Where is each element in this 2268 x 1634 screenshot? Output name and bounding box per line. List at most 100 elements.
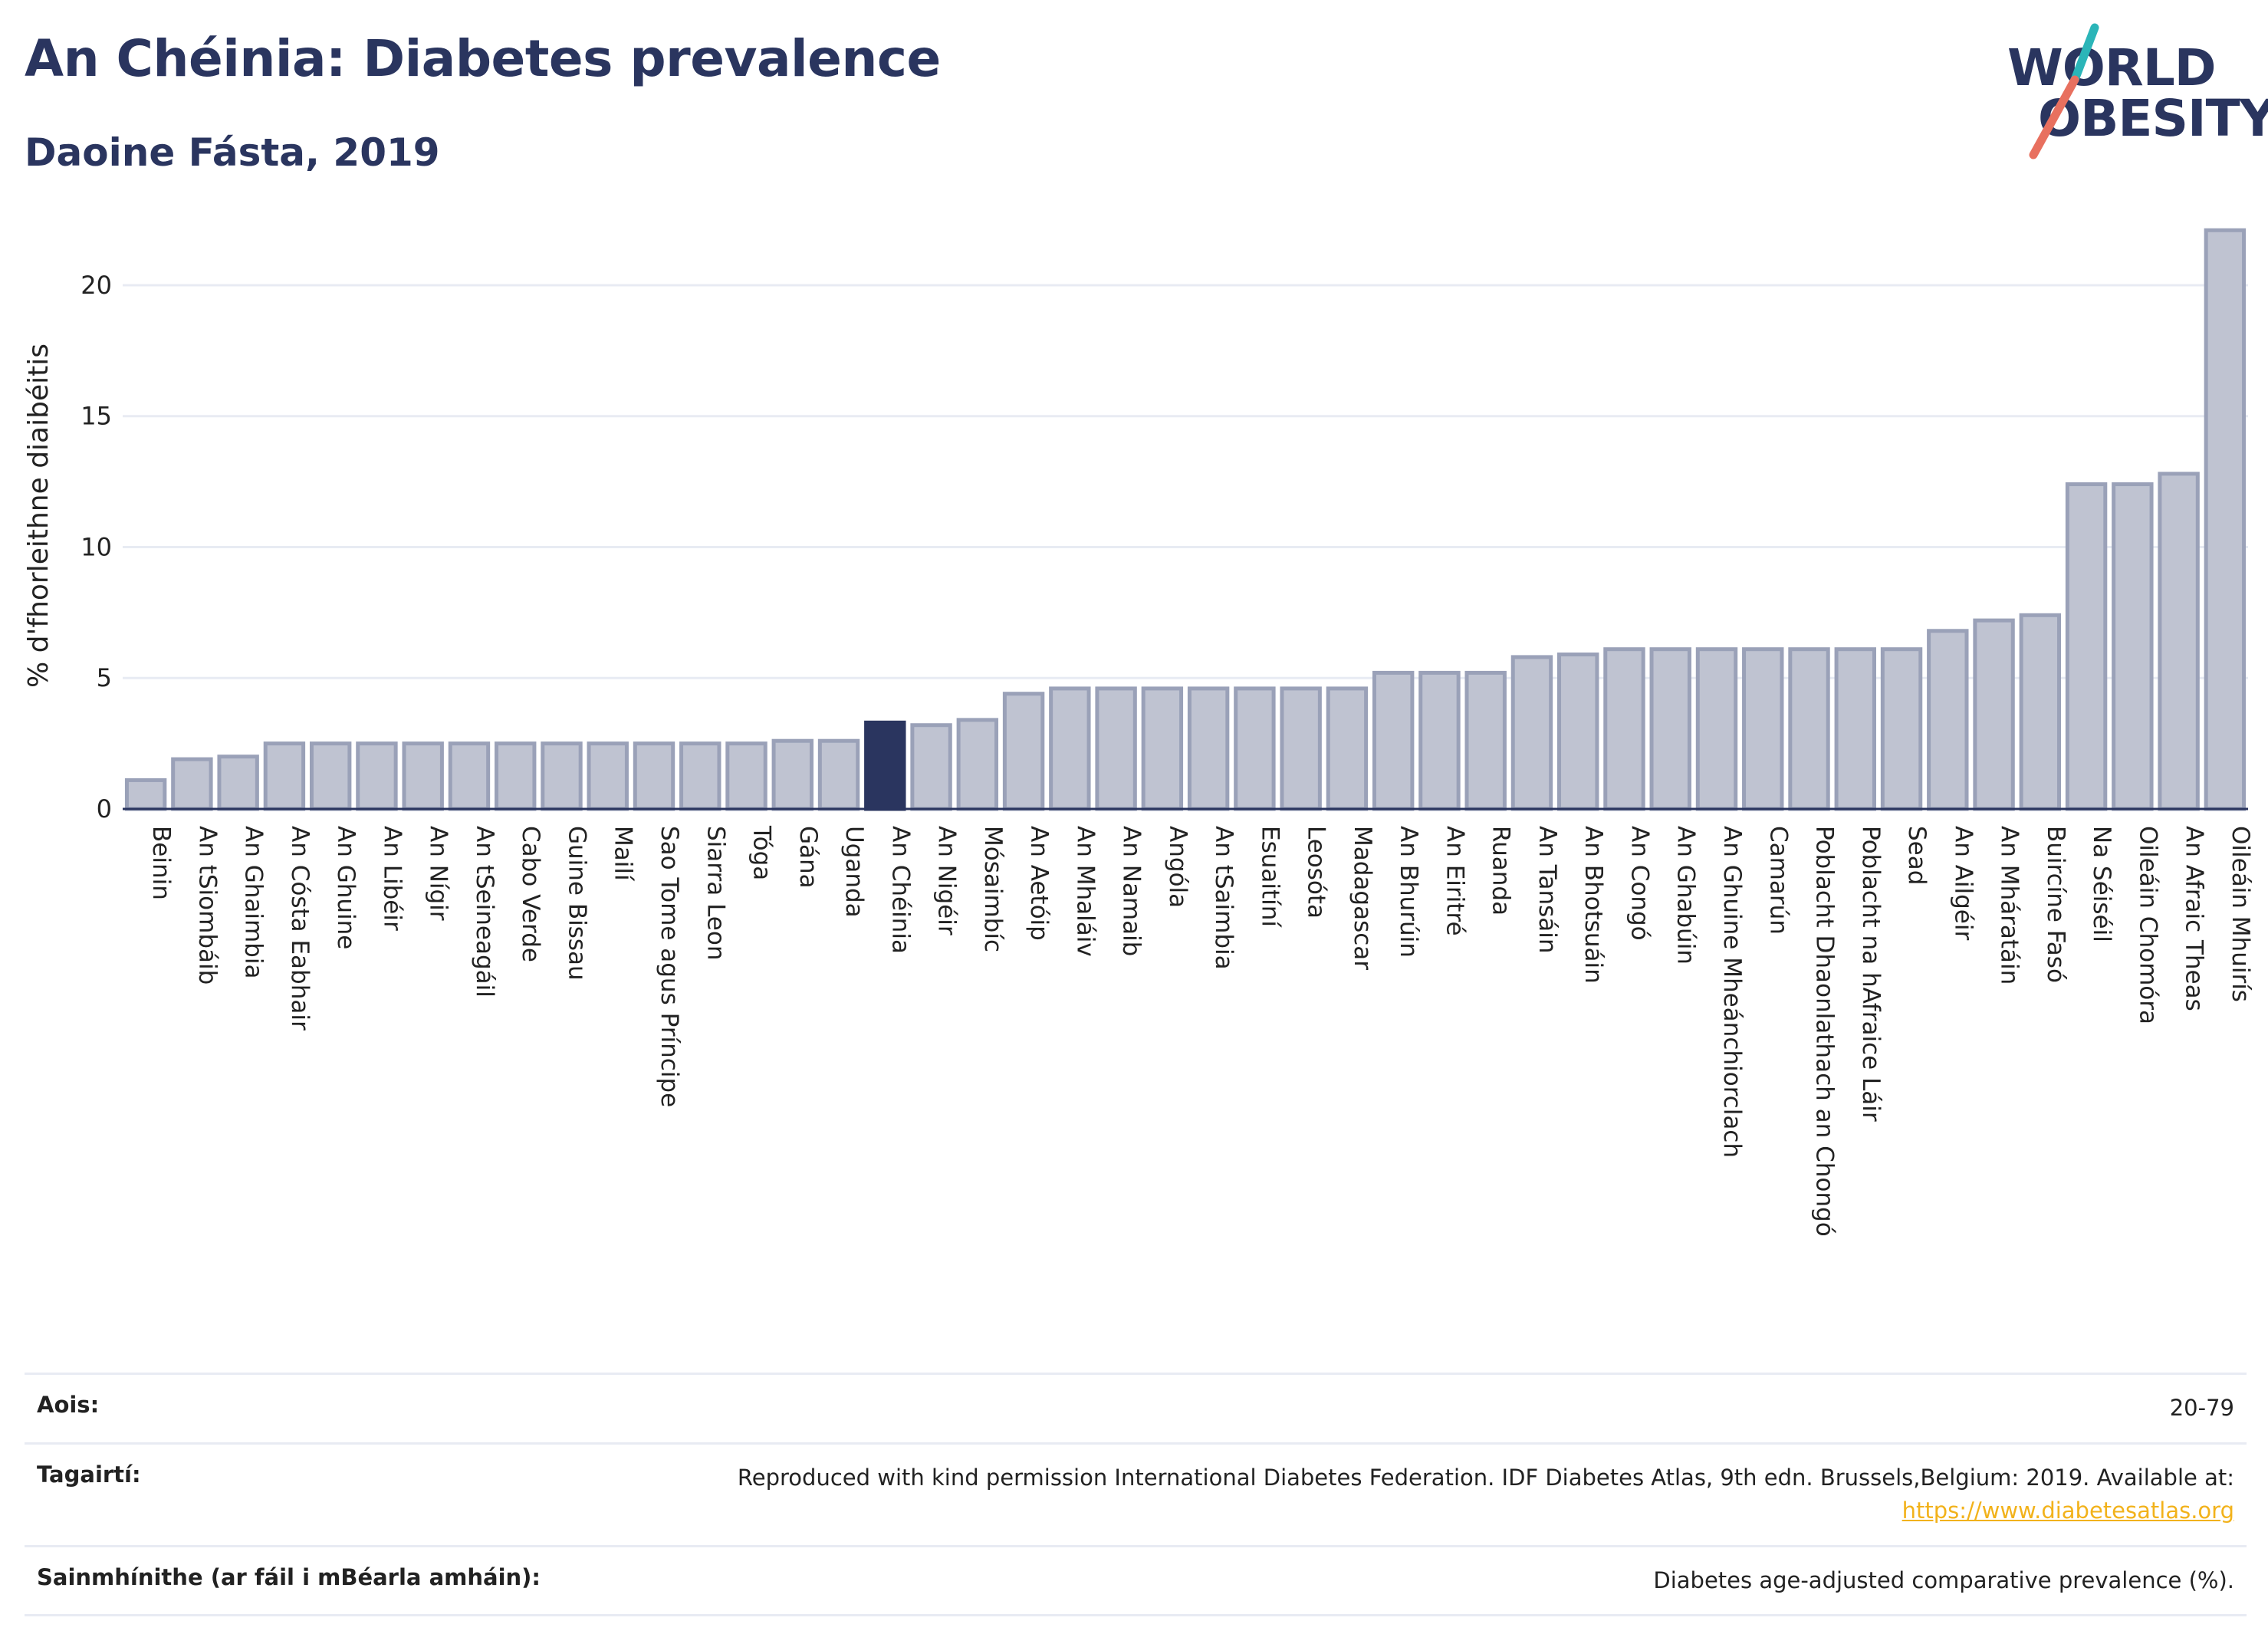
- bar: [1510, 655, 1553, 811]
- bar: [1603, 647, 1645, 811]
- bar: [2019, 613, 2062, 811]
- bar: [124, 778, 167, 811]
- bar-highlighted: [864, 720, 906, 811]
- y-tick-label: 20: [81, 271, 112, 300]
- bar: [1649, 647, 1691, 811]
- bar: [1834, 647, 1876, 811]
- bar: [679, 741, 721, 811]
- y-tick-label: 5: [97, 663, 112, 692]
- bar: [1742, 647, 1784, 811]
- x-tick-label: An tSiombáib: [193, 826, 221, 985]
- references-text: Reproduced with kind permission Internat…: [737, 1464, 2234, 1491]
- bar: [1927, 629, 1969, 811]
- x-tick-label: An Mhaláiv: [1071, 826, 1099, 957]
- x-tick-label: An Namaib: [1118, 826, 1146, 956]
- logo-line-2: OBESITY: [2038, 89, 2268, 148]
- bar: [771, 738, 814, 811]
- bar: [1002, 692, 1045, 811]
- bar: [1095, 686, 1137, 811]
- bar: [1557, 653, 1599, 811]
- x-tick-label: Poblacht Dhaonlathach an Chongó: [1811, 826, 1839, 1237]
- x-tick-label: An Ghuine: [332, 826, 360, 949]
- x-tick-label: An Ghabúin: [1672, 826, 1700, 965]
- x-tick-label: Mósaimbíc: [979, 826, 1007, 952]
- bar: [309, 741, 352, 811]
- x-tick-label: Siarra Leon: [702, 826, 729, 961]
- bar: [1187, 686, 1230, 811]
- logo-slash-icon: [2029, 23, 2099, 159]
- footer-row-definitions: Sainmhínithe (ar fáil i mBéarla amháin):…: [25, 1544, 2247, 1616]
- bar: [2204, 228, 2247, 811]
- x-tick-label: Angóla: [1164, 826, 1192, 908]
- y-tick-label: 10: [81, 532, 112, 561]
- bar: [1372, 670, 1415, 811]
- x-tick-label: Tóga: [748, 825, 776, 880]
- x-tick-label: An Afraic Theas: [2181, 826, 2208, 1011]
- bar: [1280, 686, 1322, 811]
- bar: [1880, 647, 1923, 811]
- x-tick-label: An Nigéir: [933, 826, 961, 935]
- bar: [217, 755, 259, 811]
- x-tick-label: An Ghaimbia: [240, 826, 268, 978]
- bar-chart: 0 5 10 15 20 % d'fhorleithne diaibéitis Bein…: [23, 228, 2254, 1237]
- x-tick-label: Esuaitíní: [1256, 826, 1284, 928]
- y-tick-labels: 0 5 10 15 20: [81, 271, 112, 824]
- x-tick-label: Sead: [1903, 826, 1931, 885]
- references-label: Tagairtí:: [37, 1461, 141, 1488]
- chart-footer: Aois: 20-79 Tagairtí: Reproduced with ki…: [25, 1373, 2247, 1616]
- x-tick-label: An Nígir: [425, 826, 452, 921]
- bar: [1234, 686, 1276, 811]
- bar: [587, 741, 629, 811]
- x-tick-label: An Congó: [1625, 826, 1653, 941]
- bar: [1049, 686, 1091, 811]
- bar: [1418, 670, 1461, 811]
- x-tick-label: An tSaimbia: [1210, 826, 1238, 970]
- bar: [448, 741, 491, 811]
- x-tick-label: Sao Tome agus Príncipe: [656, 826, 683, 1107]
- x-tick-label: Gána: [794, 826, 822, 889]
- x-tick-label: An Mháratáin: [1996, 826, 2023, 985]
- references-link[interactable]: https://www.diabetesatlas.org: [1902, 1498, 2234, 1524]
- bar: [1326, 686, 1369, 811]
- age-value: 20-79: [2169, 1395, 2234, 1421]
- bar: [2158, 472, 2200, 811]
- x-tick-label: Cabo Verde: [517, 826, 544, 962]
- x-tick-label: An Bhurúin: [1395, 826, 1422, 958]
- y-axis-label: % d'fhorleithne diaibéitis: [23, 344, 54, 688]
- bar: [1464, 670, 1507, 811]
- bar: [2065, 482, 2108, 811]
- x-tick-label: An Eiritré: [1441, 826, 1468, 936]
- x-tick-label: An Aetóip: [1025, 826, 1053, 941]
- bar: [495, 741, 537, 811]
- bar: [356, 741, 398, 811]
- bar: [402, 741, 444, 811]
- x-tick-label: An Chéinia: [886, 826, 914, 954]
- bar: [817, 738, 860, 811]
- bar: [263, 741, 306, 811]
- bar: [910, 723, 952, 811]
- bar: [1141, 686, 1184, 811]
- x-tick-label: Buircíne Fasó: [2042, 826, 2069, 983]
- bar: [956, 718, 999, 811]
- footer-row-age: Aois: 20-79: [25, 1373, 2247, 1442]
- age-label: Aois:: [37, 1392, 100, 1418]
- x-tick-label: Na Séiséil: [2088, 826, 2115, 942]
- bar: [1973, 618, 2015, 811]
- logo-line-1: WORLD: [2007, 38, 2217, 97]
- x-tick-label: An Libéir: [378, 826, 406, 931]
- bar: [171, 757, 213, 811]
- bars: [124, 228, 2247, 811]
- y-tick-label: 0: [97, 794, 112, 824]
- x-tick-label: Oileáin Mhuirís: [2227, 826, 2254, 1002]
- bar: [541, 741, 583, 811]
- page-subtitle: Daoine Fásta, 2019: [25, 130, 440, 175]
- bar: [2112, 482, 2154, 811]
- bar: [633, 741, 675, 811]
- x-tick-label: Beinin: [147, 826, 175, 900]
- x-tick-label: Leosóta: [1303, 826, 1330, 919]
- bar: [1788, 647, 1830, 811]
- x-tick-label: An tSeineagáil: [471, 826, 498, 998]
- x-tick-label: An Ghuine Mheánchiorclach: [1718, 826, 1746, 1158]
- world-obesity-logo[interactable]: WORLD OBESITY: [2001, 23, 2268, 161]
- definitions-value: Diabetes age-adjusted comparative preval…: [1653, 1567, 2234, 1593]
